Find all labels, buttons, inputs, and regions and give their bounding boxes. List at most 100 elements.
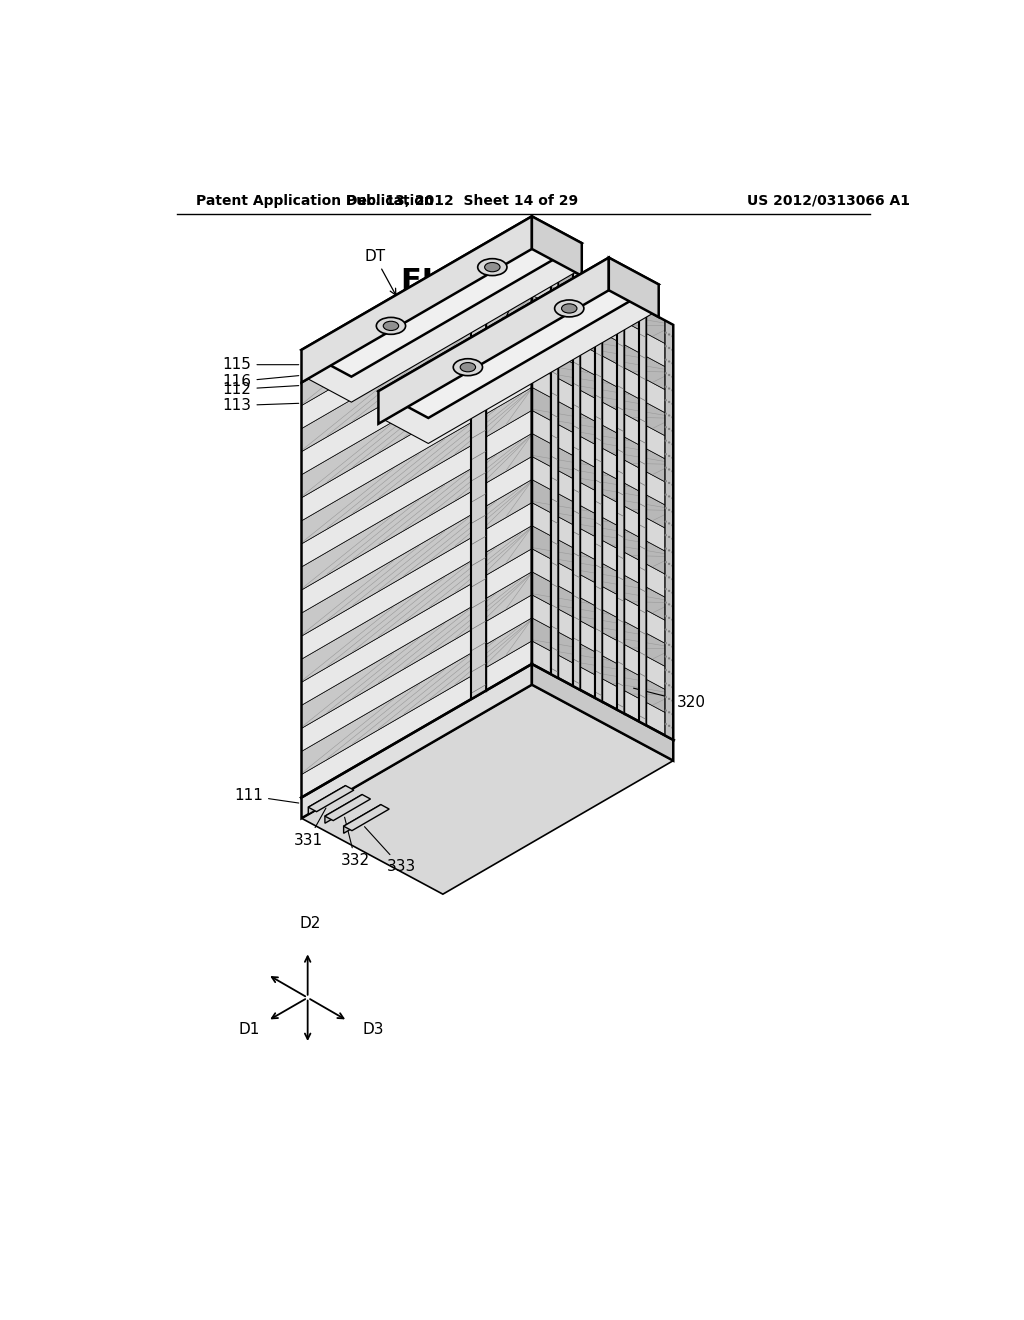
Text: 111: 111 [234,788,299,804]
Polygon shape [531,572,673,671]
Polygon shape [301,549,531,705]
Polygon shape [531,503,673,602]
Ellipse shape [665,669,667,671]
Text: DT: DT [365,249,396,294]
Text: 112: 112 [222,381,299,397]
Ellipse shape [668,508,671,511]
Polygon shape [325,795,371,821]
Ellipse shape [672,645,674,648]
Ellipse shape [668,616,671,619]
Polygon shape [616,294,625,714]
Polygon shape [531,272,673,371]
Ellipse shape [668,630,671,632]
Polygon shape [301,685,673,894]
Ellipse shape [672,565,674,566]
Ellipse shape [672,700,674,702]
Polygon shape [301,272,531,429]
Ellipse shape [668,414,671,417]
Polygon shape [344,805,389,830]
Polygon shape [301,318,531,475]
Ellipse shape [665,480,667,482]
Polygon shape [301,242,582,403]
Ellipse shape [668,401,671,403]
Ellipse shape [672,444,674,445]
Ellipse shape [668,455,671,457]
Polygon shape [572,271,581,690]
Polygon shape [301,387,531,544]
Polygon shape [531,411,673,510]
Polygon shape [531,457,673,556]
Text: FIG. 16: FIG. 16 [400,267,522,296]
Ellipse shape [672,335,674,338]
Text: D2: D2 [299,916,321,932]
Polygon shape [301,249,531,405]
Ellipse shape [668,725,671,727]
Polygon shape [531,216,582,276]
Polygon shape [531,664,673,760]
Polygon shape [665,321,673,741]
Ellipse shape [665,372,667,375]
Text: 333: 333 [365,826,416,874]
Ellipse shape [665,399,667,401]
Ellipse shape [454,359,482,376]
Polygon shape [531,249,673,348]
Ellipse shape [665,723,667,725]
Ellipse shape [672,537,674,540]
Ellipse shape [665,561,667,564]
Polygon shape [531,525,673,624]
Ellipse shape [672,389,674,392]
Ellipse shape [668,562,671,565]
Ellipse shape [672,672,674,675]
Text: DT: DT [503,260,536,325]
Ellipse shape [672,376,674,378]
Polygon shape [325,795,362,824]
Text: D1: D1 [239,1022,260,1036]
Ellipse shape [668,387,671,389]
Polygon shape [531,595,673,694]
Ellipse shape [668,711,671,714]
Ellipse shape [665,440,667,442]
Polygon shape [301,503,531,659]
Ellipse shape [665,507,667,510]
Polygon shape [531,642,673,741]
Ellipse shape [477,259,507,276]
Polygon shape [379,257,609,424]
Polygon shape [301,296,531,451]
Polygon shape [308,785,354,812]
Ellipse shape [665,602,667,603]
Ellipse shape [665,520,667,523]
Ellipse shape [668,441,671,444]
Ellipse shape [665,466,667,469]
Polygon shape [301,216,582,376]
Ellipse shape [668,684,671,686]
Ellipse shape [665,413,667,414]
Polygon shape [595,282,602,702]
Ellipse shape [668,495,671,498]
Ellipse shape [665,682,667,685]
Ellipse shape [665,385,667,388]
Polygon shape [379,284,658,444]
Polygon shape [531,318,673,417]
Polygon shape [531,549,673,648]
Ellipse shape [672,498,674,499]
Ellipse shape [672,429,674,432]
Ellipse shape [665,709,667,711]
Ellipse shape [668,698,671,700]
Ellipse shape [668,603,671,606]
Polygon shape [639,306,646,726]
Ellipse shape [668,523,671,524]
Text: 116: 116 [222,374,299,389]
Ellipse shape [665,535,667,536]
Ellipse shape [672,578,674,581]
Polygon shape [301,364,531,521]
Ellipse shape [665,331,667,334]
Text: 115: 115 [222,358,299,372]
Polygon shape [301,664,673,874]
Ellipse shape [665,615,667,618]
Ellipse shape [665,345,667,347]
Ellipse shape [672,416,674,418]
Text: 113: 113 [222,399,299,413]
Ellipse shape [672,686,674,688]
Polygon shape [301,341,531,498]
Polygon shape [308,785,345,814]
